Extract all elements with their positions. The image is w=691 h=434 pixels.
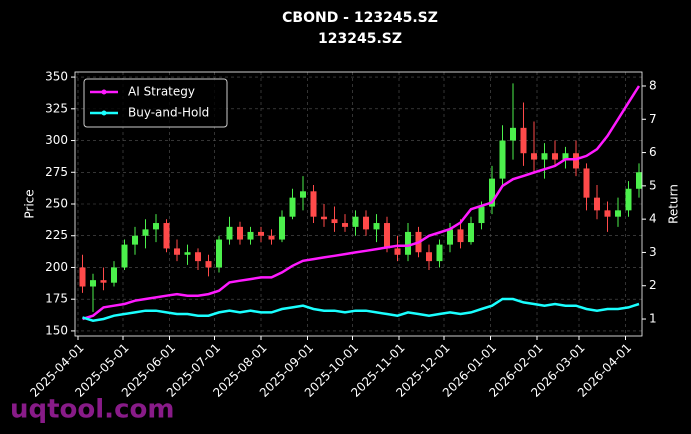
candle-body — [342, 223, 348, 227]
candle-body — [478, 206, 485, 224]
legend-label: Buy-and-Hold — [128, 106, 209, 120]
candle-body — [636, 172, 642, 189]
candle-body — [541, 153, 548, 160]
y2-tick-label: 8 — [649, 78, 657, 92]
candle-body — [100, 280, 107, 283]
y-tick-label: 150 — [45, 323, 68, 337]
legend-label: AI Strategy — [128, 85, 195, 99]
y-tick-label: 325 — [45, 101, 68, 115]
plot-frame — [74, 71, 643, 337]
candle-body — [163, 223, 170, 249]
candle-body — [457, 229, 464, 243]
y2-axis-label: Return — [667, 184, 681, 224]
candle-body — [352, 216, 359, 227]
candle-body — [363, 216, 369, 230]
candle-body — [405, 231, 411, 255]
candle-body — [583, 168, 590, 198]
candle-body — [489, 178, 495, 207]
candle-body — [258, 231, 264, 236]
candle-body — [552, 153, 558, 160]
candle-body — [321, 216, 327, 220]
candle-body — [184, 252, 191, 255]
candle-body — [510, 127, 516, 141]
candle-body — [237, 226, 243, 240]
candle-body — [289, 197, 296, 217]
watermark: uqtool.com — [10, 395, 174, 425]
y2-tick-label: 4 — [649, 212, 657, 226]
candle-body — [436, 244, 443, 262]
candle-body — [310, 191, 317, 217]
y-tick-label: 275 — [45, 165, 68, 179]
candle-body — [226, 226, 233, 240]
candle-body — [594, 197, 600, 211]
candle-body — [174, 248, 180, 255]
y2-tick-label: 5 — [649, 178, 657, 192]
candle-body — [247, 231, 254, 240]
candle-body — [531, 153, 537, 160]
candle-body — [468, 223, 474, 243]
candle-body — [142, 229, 149, 236]
candle-body — [153, 223, 159, 230]
line-series — [82, 297, 640, 322]
candle-body — [373, 223, 380, 230]
candle-body — [90, 280, 96, 287]
candle-body — [562, 153, 569, 160]
candle-body — [384, 223, 390, 249]
y-tick-label: 350 — [45, 70, 68, 84]
chart-subtitle: 123245.SZ — [318, 31, 402, 47]
candle-body — [426, 252, 432, 262]
chart-title: CBOND - 123245.SZ — [282, 10, 438, 26]
candle-body — [132, 235, 138, 245]
y-tick-label: 200 — [45, 260, 68, 274]
candle-body — [394, 248, 401, 255]
y2-tick-label: 3 — [649, 245, 657, 259]
candle-body — [300, 191, 306, 198]
candle-body — [447, 229, 453, 245]
candle-body — [604, 210, 611, 217]
y2-tick-label: 2 — [649, 278, 657, 292]
legend-marker — [101, 89, 107, 95]
candle-body — [499, 140, 506, 179]
candle-body — [79, 267, 86, 287]
y2-tick-label: 7 — [649, 112, 657, 126]
candle-body — [615, 210, 621, 217]
candle-body — [195, 252, 201, 262]
legend-box — [83, 78, 228, 128]
legend-marker — [101, 110, 107, 116]
candle-body — [216, 239, 222, 268]
y-tick-label: 250 — [45, 197, 68, 211]
candle-body — [121, 244, 128, 268]
y-axis-label: Price — [23, 189, 37, 218]
y2-tick-label: 1 — [649, 312, 657, 326]
candle-body — [268, 235, 275, 240]
y-tick-label: 225 — [45, 228, 68, 242]
candle-body — [625, 188, 632, 211]
plot-area: 150175200225250275300325350123456782025-… — [27, 70, 656, 400]
y-tick-label: 300 — [45, 133, 68, 147]
candle-body — [331, 219, 338, 224]
line-series — [82, 85, 641, 321]
candle-body — [205, 261, 212, 268]
candle-body — [573, 153, 579, 169]
candle-body — [279, 216, 285, 240]
candle-body — [111, 267, 117, 283]
y-tick-label: 175 — [45, 292, 68, 306]
candle-body — [520, 127, 527, 154]
y2-tick-label: 6 — [649, 145, 657, 159]
